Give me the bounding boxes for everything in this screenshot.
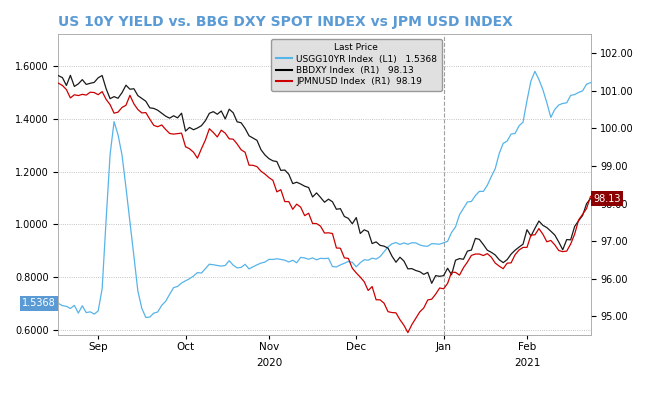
Text: 98.13: 98.13 [593, 194, 621, 203]
Text: 2021: 2021 [514, 358, 540, 367]
Text: 1.5368: 1.5368 [22, 298, 56, 308]
Text: US 10Y YIELD vs. BBG DXY SPOT INDEX vs JPM USD INDEX: US 10Y YIELD vs. BBG DXY SPOT INDEX vs J… [58, 15, 513, 29]
Legend: USGG10YR Index  (L1)   1.5368, BBDXY Index  (R1)   98.13, JPMNUSD Index  (R1)  9: USGG10YR Index (L1) 1.5368, BBDXY Index … [271, 39, 442, 91]
Text: 2020: 2020 [256, 358, 282, 367]
